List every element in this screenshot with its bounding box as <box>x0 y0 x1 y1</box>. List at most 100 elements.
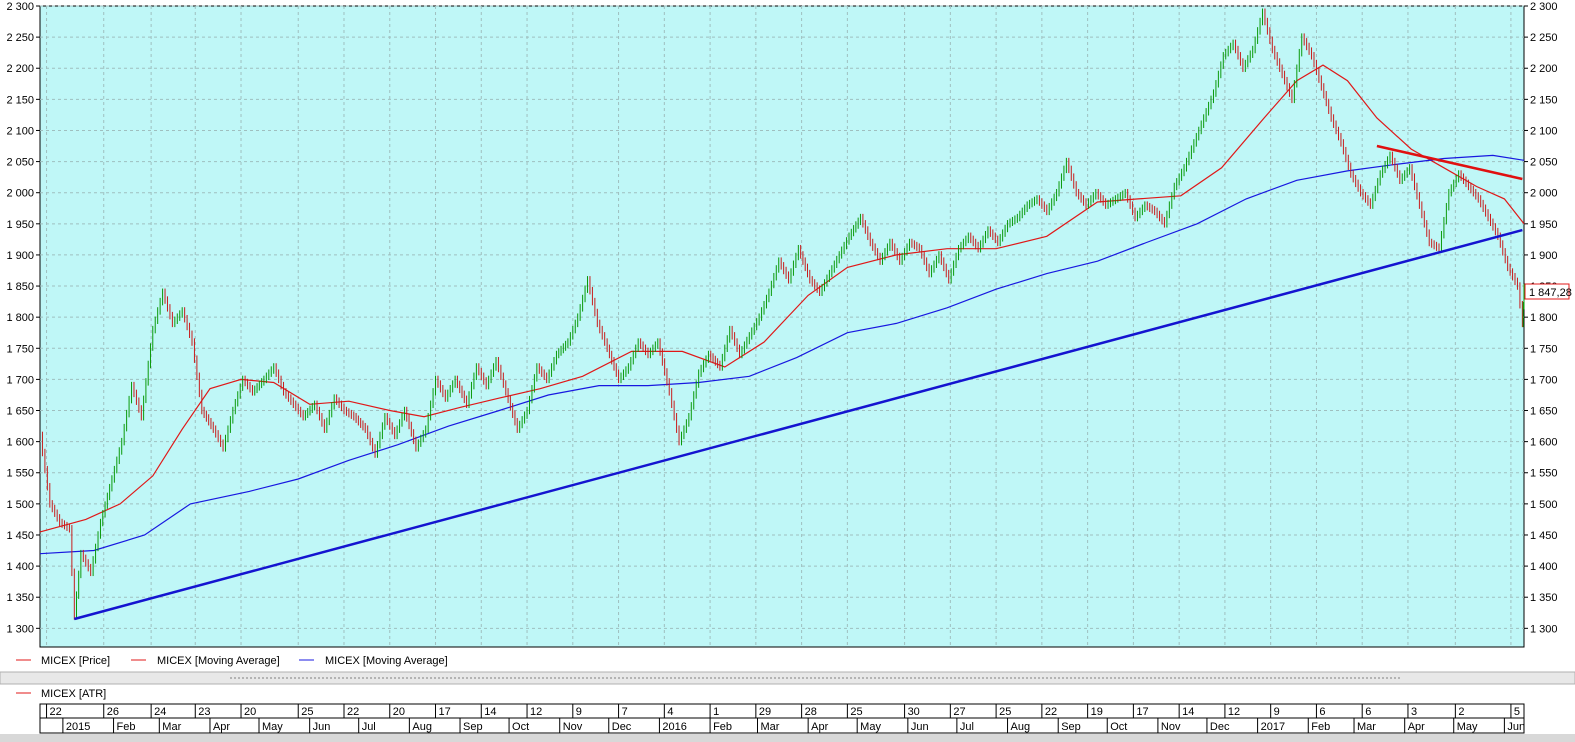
atr-panel <box>0 685 1575 703</box>
y-tick-label-right: 2 100 <box>1530 125 1558 137</box>
day-label: 22 <box>50 706 62 718</box>
month-label: Nov <box>1161 721 1181 733</box>
day-label: 22 <box>1045 706 1057 718</box>
y-tick-label: 1 350 <box>6 592 34 604</box>
day-label: 2 <box>1458 706 1464 718</box>
time-axis: 22 26 24 23 20 25 22 20 17 14 12 9 7 4 1 29 28 25 30 27 25 22… <box>39 703 1525 734</box>
last-value-label: 1 847,28 <box>1524 283 1572 300</box>
day-label: 12 <box>530 706 542 718</box>
y-tick-label: 1 300 <box>6 623 34 635</box>
bottom-scrollbar-track[interactable] <box>0 734 1575 742</box>
day-label: 9 <box>576 706 582 718</box>
day-label: 9 <box>1274 706 1280 718</box>
ma-fast-line <box>39 64 1525 533</box>
month-label: Jul <box>362 721 376 733</box>
month-label: Sep <box>463 721 483 733</box>
ma-slow-line <box>39 154 1525 555</box>
y-tick-label: 1 800 <box>6 312 34 324</box>
day-label: 25 <box>850 706 862 718</box>
day-label: 6 <box>1365 706 1371 718</box>
y-tick-label-right: 1 950 <box>1530 219 1558 231</box>
y-tick-label: 1 400 <box>6 561 34 573</box>
y-tick-label: 2 000 <box>6 188 34 200</box>
day-label: 4 <box>667 706 673 718</box>
day-label: 20 <box>393 706 405 718</box>
trend-lines <box>73 144 1523 621</box>
y-tick-label: 1 700 <box>6 374 34 386</box>
y-tick-label: 1 650 <box>6 406 34 418</box>
y-axis-left: 2 300 2 250 2 200 2 150 2 100 2 050 2 000 1 950… <box>6 1 40 635</box>
month-label: Sep <box>1061 721 1081 733</box>
y-tick-label: 1 850 <box>6 281 34 293</box>
legend-ma-fast: MICEX [Moving Average] <box>131 655 280 667</box>
time-axis-month-row <box>39 717 1525 734</box>
month-label: Mar <box>1357 721 1376 733</box>
y-tick-label: 2 250 <box>6 32 34 44</box>
day-label: 5 <box>1514 706 1520 718</box>
day-label: 12 <box>1228 706 1240 718</box>
y-tick-label-right: 2 200 <box>1530 63 1558 75</box>
legend-ma-slow-label: MICEX [Moving Average] <box>325 655 448 667</box>
day-label: 14 <box>484 706 496 718</box>
day-label: 24 <box>154 706 166 718</box>
day-label: 28 <box>805 706 817 718</box>
day-label: 25 <box>301 706 313 718</box>
y-tick-label: 1 750 <box>6 343 34 355</box>
month-label: Jun <box>911 721 929 733</box>
month-label: 2016 <box>662 721 686 733</box>
y-tick-label-right: 1 800 <box>1530 312 1558 324</box>
y-tick-label: 2 100 <box>6 125 34 137</box>
month-label: May <box>1457 721 1478 733</box>
y-tick-label: 1 500 <box>6 499 34 511</box>
y-tick-label-right: 1 350 <box>1530 592 1558 604</box>
month-label: Feb <box>713 721 732 733</box>
day-label: 19 <box>1091 706 1103 718</box>
month-label: Jul <box>960 721 974 733</box>
day-label: 25 <box>999 706 1011 718</box>
legend-panel <box>0 648 1575 671</box>
y-tick-label-right: 1 400 <box>1530 561 1558 573</box>
legend-price: MICEX [Price] <box>16 655 110 667</box>
y-tick-label: 1 600 <box>6 437 34 449</box>
y-axis-right: 2 300 2 250 2 200 2 150 2 100 2 050 2 000 1 950… <box>1524 1 1558 635</box>
month-label: Mar <box>760 721 779 733</box>
y-tick-label-right: 2 000 <box>1530 188 1558 200</box>
month-label: Dec <box>1210 721 1230 733</box>
y-tick-label: 1 950 <box>6 219 34 231</box>
plot-area <box>39 5 1525 648</box>
grid <box>40 5 1524 647</box>
month-label: Oct <box>512 721 529 733</box>
month-label: Nov <box>563 721 583 733</box>
legend-price-label: MICEX [Price] <box>41 655 110 667</box>
y-tick-label-right: 1 700 <box>1530 374 1558 386</box>
day-label: 26 <box>107 706 119 718</box>
day-label: 17 <box>439 706 451 718</box>
y-tick-label: 2 300 <box>6 1 34 13</box>
last-value-text: 1 847,28 <box>1529 287 1572 299</box>
month-label: 2015 <box>66 721 90 733</box>
month-label: Dec <box>612 721 632 733</box>
day-label: 29 <box>759 706 771 718</box>
month-label: Feb <box>1311 721 1330 733</box>
month-label: May <box>262 721 283 733</box>
month-label: Apr <box>213 721 230 733</box>
day-label: 7 <box>622 706 628 718</box>
month-label: Apr <box>1408 721 1425 733</box>
price-bars <box>41 8 1525 620</box>
day-label: 14 <box>1182 706 1194 718</box>
day-label: 22 <box>347 706 359 718</box>
month-label: Jun <box>313 721 331 733</box>
day-label: 23 <box>198 706 210 718</box>
month-label: Mar <box>162 721 181 733</box>
y-tick-label-right: 1 900 <box>1530 250 1558 262</box>
day-label: 6 <box>1319 706 1325 718</box>
legend-atr-label: MICEX [ATR] <box>41 688 106 700</box>
month-label: Aug <box>412 721 432 733</box>
month-label: May <box>860 721 881 733</box>
y-tick-label: 1 550 <box>6 468 34 480</box>
y-tick-label: 1 450 <box>6 530 34 542</box>
y-tick-label: 1 900 <box>6 250 34 262</box>
day-label: 3 <box>1411 706 1417 718</box>
y-tick-label-right: 2 050 <box>1530 157 1558 169</box>
y-tick-label-right: 1 650 <box>1530 406 1558 418</box>
